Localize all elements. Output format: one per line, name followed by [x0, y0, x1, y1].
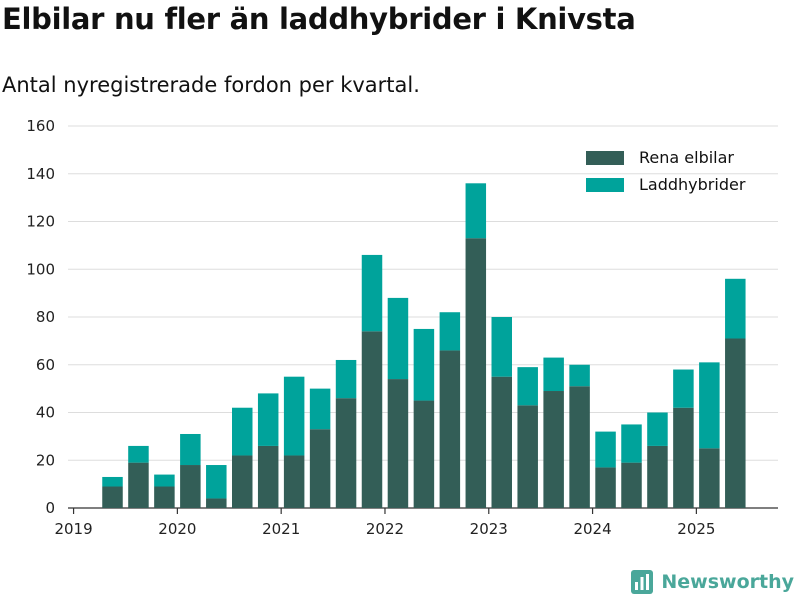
chart-title: Elbilar nu fler än laddhybrider i Knivst…: [2, 2, 636, 36]
bar-electric: [309, 429, 331, 508]
bar-electric: [517, 405, 538, 508]
brand-logo: Newsworthy: [631, 570, 794, 594]
legend: Rena elbilar Laddhybrider: [586, 144, 745, 198]
bar-hybrid: [206, 465, 227, 499]
bar-electric: [543, 391, 564, 508]
bar-hybrid: [180, 433, 201, 466]
y-tick-label: 160: [26, 117, 55, 135]
brand-name: Newsworthy: [661, 571, 794, 593]
bar-electric: [206, 498, 227, 508]
bar-electric: [154, 486, 175, 508]
x-tick-label: 2022: [366, 520, 404, 538]
chart-subtitle: Antal nyregistrerade fordon per kvartal.: [2, 73, 420, 97]
bar-hybrid: [413, 328, 435, 401]
bar-electric: [232, 455, 253, 508]
bar-electric: [491, 376, 512, 508]
bar-hybrid: [699, 362, 720, 449]
y-tick-label: 140: [26, 165, 55, 183]
bar-electric: [647, 445, 668, 508]
legend-item-hybrid: Laddhybrider: [586, 171, 745, 198]
bar-hybrid: [439, 312, 461, 351]
bar-electric: [128, 462, 149, 508]
bar-hybrid: [361, 254, 383, 332]
y-axis-ticks: 0 20 40 60 80 100 120 140 160: [26, 117, 55, 517]
bar-hybrid: [621, 424, 642, 463]
x-axis-ticks: 2019 2020 2021 2022 2023 2024 2025: [54, 508, 715, 538]
newsworthy-logo-icon: [631, 570, 654, 594]
legend-label-hybrid: Laddhybrider: [639, 175, 746, 194]
bar-hybrid: [725, 278, 746, 339]
bar-electric: [725, 338, 746, 508]
bar-hybrid: [543, 357, 564, 392]
bar-electric: [465, 238, 487, 508]
bar-electric: [257, 445, 279, 508]
y-tick-label: 20: [36, 451, 55, 469]
x-tick-label: 2020: [158, 520, 196, 538]
x-tick-label: 2023: [470, 520, 508, 538]
legend-swatch-electric: [586, 150, 624, 165]
bar-hybrid: [309, 388, 331, 430]
y-tick-label: 40: [36, 404, 55, 422]
bar-electric: [102, 486, 123, 508]
x-tick-label: 2024: [573, 520, 611, 538]
legend-label-electric: Rena elbilar: [639, 148, 734, 167]
bar-electric: [439, 350, 461, 508]
bar-hybrid: [257, 393, 279, 446]
bar-electric: [413, 400, 435, 508]
bar-hybrid: [128, 445, 149, 463]
bar-hybrid: [647, 412, 668, 446]
bar-electric: [569, 386, 590, 508]
bar-hybrid: [491, 317, 512, 377]
x-tick-label: 2019: [54, 520, 92, 538]
legend-item-electric: Rena elbilar: [586, 144, 745, 171]
bar-electric: [180, 465, 201, 508]
bar-electric: [673, 407, 694, 508]
bar-hybrid: [569, 364, 590, 387]
y-tick-label: 100: [26, 260, 55, 278]
bar-electric: [699, 448, 720, 508]
bar-hybrid: [673, 369, 694, 408]
legend-swatch-hybrid: [586, 177, 624, 192]
bar-hybrid: [283, 376, 305, 456]
x-tick-label: 2021: [262, 520, 300, 538]
bar-electric: [595, 467, 616, 508]
bar-electric: [387, 379, 409, 508]
y-tick-label: 80: [36, 308, 55, 326]
bar-hybrid: [154, 474, 175, 487]
bar-hybrid: [335, 359, 357, 399]
bar-hybrid: [595, 431, 616, 468]
bar-electric: [283, 455, 305, 508]
y-tick-label: 0: [45, 499, 55, 517]
bar-hybrid: [387, 297, 409, 380]
y-tick-label: 120: [26, 213, 55, 231]
y-tick-label: 60: [36, 356, 55, 374]
bar-electric: [335, 398, 357, 508]
bar-electric: [361, 331, 383, 508]
bar-hybrid: [102, 476, 123, 487]
bars: [102, 183, 746, 508]
bar-hybrid: [232, 407, 253, 456]
bar-hybrid: [465, 183, 487, 239]
x-tick-label: 2025: [677, 520, 715, 538]
bar-hybrid: [517, 367, 538, 406]
bar-electric: [621, 462, 642, 508]
